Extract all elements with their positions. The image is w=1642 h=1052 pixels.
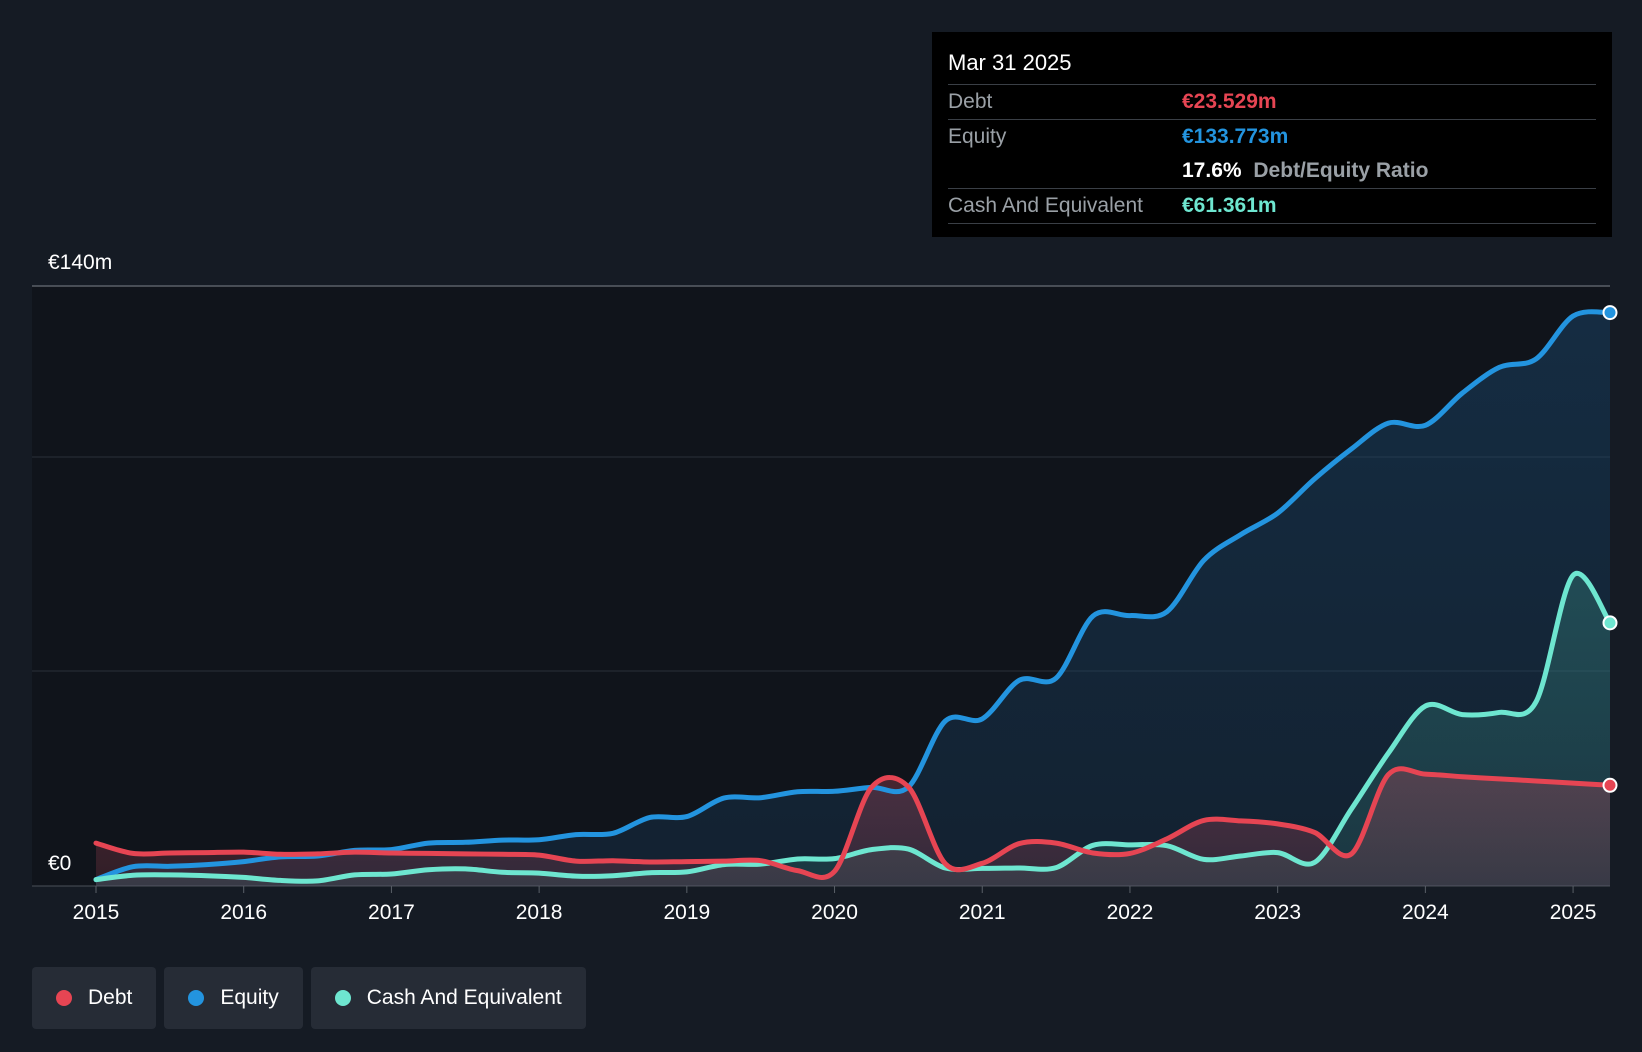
equity-area bbox=[96, 311, 1610, 886]
tooltip-ratio: 17.6% Debt/Equity Ratio bbox=[1182, 154, 1428, 188]
x-tick-label: 2017 bbox=[368, 901, 415, 924]
tooltip-equity-row: Equity €133.773m bbox=[948, 120, 1596, 154]
x-tick-label: 2016 bbox=[220, 901, 267, 924]
tooltip-cash-value: €61.361m bbox=[1182, 194, 1277, 217]
cash-line bbox=[93, 570, 1613, 884]
debt-end-marker[interactable] bbox=[1602, 777, 1618, 793]
x-tick-label: 2025 bbox=[1550, 901, 1597, 924]
legend-item-cash[interactable]: Cash And Equivalent bbox=[310, 967, 586, 1029]
series-lines bbox=[93, 309, 1613, 884]
debt-dot-icon bbox=[56, 990, 72, 1006]
legend: Debt Equity Cash And Equivalent bbox=[32, 967, 586, 1029]
tooltip-ratio-label: Debt/Equity Ratio bbox=[1253, 159, 1429, 182]
legend-label-debt: Debt bbox=[88, 986, 133, 1009]
y-tick-label-top: €140m bbox=[48, 251, 112, 274]
cash-end-marker[interactable] bbox=[1602, 615, 1618, 631]
cash-dot-icon bbox=[334, 990, 351, 1006]
legend-item-equity[interactable]: Equity bbox=[164, 967, 303, 1029]
legend-item-debt[interactable]: Debt bbox=[32, 967, 157, 1029]
x-axis-ticks: 2015 2016 2017 2018 2019 2020 2021 2022 2023 2024… bbox=[73, 886, 1597, 924]
tooltip-debt-value: €23.529m bbox=[1182, 90, 1277, 113]
x-tick-label: 2019 bbox=[663, 901, 710, 924]
x-tick-label: 2015 bbox=[73, 901, 120, 924]
tooltip: Mar 31 2025 Debt €23.529m Equity €133.77… bbox=[932, 32, 1612, 237]
legend-label-equity: Equity bbox=[220, 986, 279, 1009]
tooltip-debt-label: Debt bbox=[948, 90, 993, 113]
end-markers bbox=[1602, 305, 1618, 793]
x-tick-label: 2024 bbox=[1402, 901, 1449, 924]
tooltip-cash-label: Cash And Equivalent bbox=[948, 194, 1143, 217]
tooltip-ratio-value: 17.6% bbox=[1182, 159, 1242, 182]
x-tick-label: 2020 bbox=[811, 901, 858, 924]
equity-dot-icon bbox=[188, 990, 205, 1006]
x-tick-label: 2023 bbox=[1254, 901, 1301, 924]
debt-line bbox=[93, 766, 1613, 880]
tooltip-cash-row: Cash And Equivalent €61.361m bbox=[948, 189, 1596, 224]
y-tick-label-bottom: €0 bbox=[48, 852, 71, 875]
equity-end-marker[interactable] bbox=[1602, 305, 1618, 321]
x-tick-label: 2018 bbox=[516, 901, 563, 924]
tooltip-ratio-row: 17.6% Debt/Equity Ratio bbox=[948, 154, 1596, 189]
legend-label-cash: Cash And Equivalent bbox=[366, 986, 562, 1009]
tooltip-equity-label: Equity bbox=[948, 125, 1007, 148]
x-tick-label: 2022 bbox=[1107, 901, 1154, 924]
tooltip-date: Mar 31 2025 bbox=[948, 48, 1596, 85]
tooltip-equity-value: €133.773m bbox=[1182, 125, 1289, 148]
tooltip-debt-row: Debt €23.529m bbox=[948, 85, 1596, 120]
x-tick-label: 2021 bbox=[959, 901, 1006, 924]
